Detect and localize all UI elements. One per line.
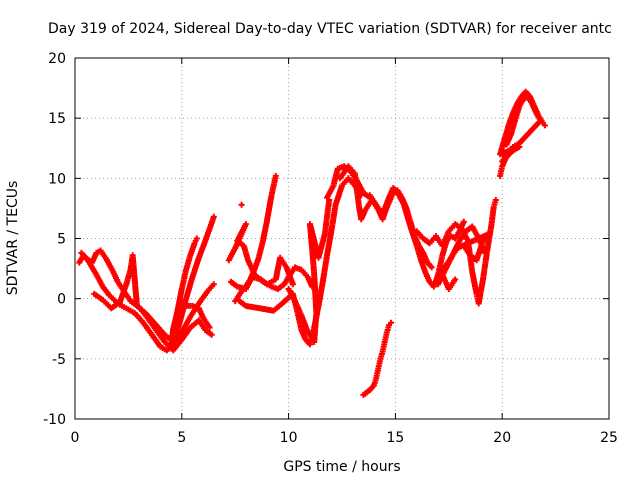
data-point-markers [168, 235, 213, 350]
data-series-track-4 [168, 235, 213, 350]
data-series-track-6 [227, 172, 296, 305]
y-tick-label: 10 [48, 171, 66, 187]
data-point-markers [360, 319, 395, 398]
data-series-track-13 [360, 319, 395, 398]
data-point-markers [499, 93, 544, 165]
x-tick-label: 10 [280, 430, 298, 446]
y-tick-label: 0 [57, 292, 66, 308]
plot-frame [74, 57, 610, 420]
data-series-track-15 [499, 93, 544, 165]
data-point-markers [227, 172, 296, 305]
tick-layer: 0 5 10 15 20 25 -10 -5 0 5 10 15 20 [43, 51, 618, 446]
data-layer [76, 88, 548, 398]
data-point-markers [435, 223, 493, 288]
y-tick-label: 20 [48, 51, 66, 67]
y-tick-label: 5 [57, 232, 66, 248]
x-tick-label: 15 [386, 430, 404, 446]
data-point-markers [366, 185, 467, 290]
chart-title: Day 319 of 2024, Sidereal Day-to-day VTE… [48, 21, 612, 37]
y-tick-label: -10 [43, 412, 66, 428]
y-tick-label: -5 [52, 352, 66, 368]
x-tick-label: 20 [493, 430, 511, 446]
y-axis-title: SDTVAR / TECUs [5, 181, 21, 296]
data-series-track-12 [435, 223, 493, 288]
x-tick-label: 0 [71, 430, 80, 446]
x-axis-title: GPS time / hours [283, 459, 400, 475]
data-series-track-3 [91, 213, 217, 345]
x-tick-label: 25 [600, 430, 618, 446]
x-tick-label: 5 [177, 430, 186, 446]
y-tick-label: 15 [48, 111, 66, 127]
grid-layer [75, 58, 609, 419]
data-series-track-10 [366, 185, 467, 290]
data-point-markers [91, 213, 217, 345]
